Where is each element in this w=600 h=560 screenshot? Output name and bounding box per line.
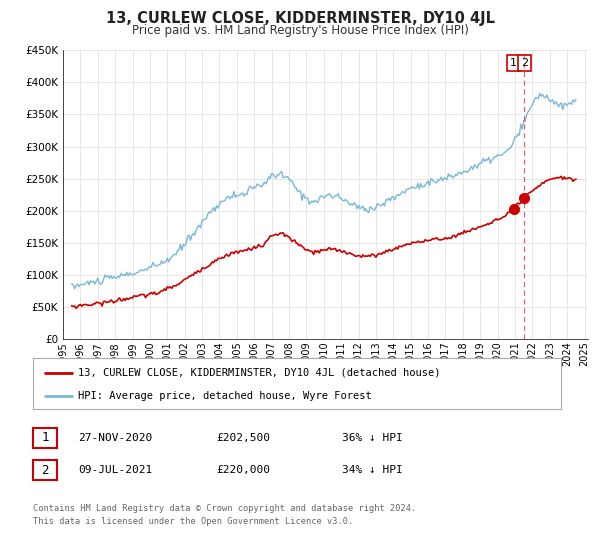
- Text: £220,000: £220,000: [216, 465, 270, 475]
- Text: £202,500: £202,500: [216, 433, 270, 443]
- Text: 1: 1: [510, 58, 517, 68]
- Text: Price paid vs. HM Land Registry's House Price Index (HPI): Price paid vs. HM Land Registry's House …: [131, 24, 469, 36]
- Text: 13, CURLEW CLOSE, KIDDERMINSTER, DY10 4JL: 13, CURLEW CLOSE, KIDDERMINSTER, DY10 4J…: [106, 11, 494, 26]
- Text: 2: 2: [521, 58, 528, 68]
- Text: 36% ↓ HPI: 36% ↓ HPI: [342, 433, 403, 443]
- Text: 34% ↓ HPI: 34% ↓ HPI: [342, 465, 403, 475]
- Text: Contains HM Land Registry data © Crown copyright and database right 2024.
This d: Contains HM Land Registry data © Crown c…: [33, 504, 416, 525]
- Text: 13, CURLEW CLOSE, KIDDERMINSTER, DY10 4JL (detached house): 13, CURLEW CLOSE, KIDDERMINSTER, DY10 4J…: [78, 367, 440, 377]
- Text: 09-JUL-2021: 09-JUL-2021: [78, 465, 152, 475]
- Text: 27-NOV-2020: 27-NOV-2020: [78, 433, 152, 443]
- Text: 1: 1: [41, 431, 49, 445]
- Text: HPI: Average price, detached house, Wyre Forest: HPI: Average price, detached house, Wyre…: [78, 391, 371, 401]
- Text: 2: 2: [41, 464, 49, 477]
